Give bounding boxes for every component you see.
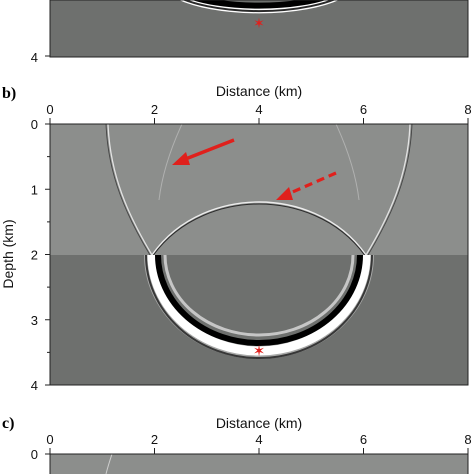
panel-c-x-ticks: 0 2 4 6 8 [46, 432, 472, 454]
panel-b-label: b) [2, 85, 16, 102]
panel-b-direct-wavefront-white [147, 254, 371, 356]
panel-b-dashed-arrow-shaft [287, 171, 337, 196]
panel-b-x-tick-label: 4 [255, 102, 262, 117]
panel-b-diffraction-left [107, 124, 153, 256]
panel-c-upper-layer [50, 454, 468, 474]
panel-b-faint-arc-right [335, 124, 360, 201]
panel-b-direct-wavefront-outer [145, 254, 373, 359]
panel-b-y-tick-label: 4 [31, 378, 38, 393]
panel-b-y-axis-title: Depth (km) [0, 219, 16, 288]
panel-c-x-axis-title: Distance (km) [216, 415, 302, 431]
panel-b-y-tick-label: 3 [31, 313, 38, 328]
panel-c-x-tick-label: 0 [46, 432, 53, 447]
panel-b-x-ticks: 0 2 4 6 8 [46, 102, 472, 124]
panel-c-x-tick-label: 2 [151, 432, 158, 447]
panel-b-faint-arc-left [158, 124, 183, 201]
panel-b-diffraction-left-dark [105, 124, 151, 256]
panel-b-x-axis-title: Distance (km) [216, 83, 302, 99]
panel-b-direct-wavefront-inner [163, 254, 355, 337]
panel-b-solid-arrow-head [172, 152, 190, 165]
panel-c-x-tick-label: 8 [464, 432, 471, 447]
panel-c-y-tick-label: 0 [31, 447, 38, 462]
panel-b-y-tick-label: 1 [31, 182, 38, 197]
panel-b-x-tick-label: 0 [46, 102, 53, 117]
panel-b-y-tick-label: 2 [31, 248, 38, 263]
panel-b-diffraction-right [365, 124, 411, 256]
panel-c-x-tick-label: 4 [255, 432, 262, 447]
panel-c-label: c) [2, 415, 14, 432]
panel-b-transmitted-arc [151, 201, 367, 256]
panel-a-y-tick-label: 4 [31, 50, 38, 65]
panel-b-upper-layer [50, 124, 468, 255]
panel-b-source-star: ✶ [253, 343, 266, 360]
panel-b-solid-arrow-shaft [182, 138, 235, 162]
panel-b-dashed-arrow-head [276, 187, 293, 200]
panel-c-faint-arc [105, 454, 113, 474]
panel-b-x-tick-label: 2 [151, 102, 158, 117]
panel-c: c) Distance (km) 0 2 4 6 8 0 [2, 415, 472, 474]
panel-b-lower-layer [50, 255, 468, 385]
panel-a: ✶ 4 [31, 0, 469, 65]
panel-b-direct-wavefront-black [155, 254, 363, 346]
panel-a-frame [49, 0, 469, 58]
panel-b-y-ticks: 0 1 2 3 4 [31, 117, 50, 393]
panel-c-x-tick-label: 6 [360, 432, 367, 447]
panel-b: b) Distance (km) 0 2 4 6 8 ✶ [0, 83, 472, 393]
panel-a-source-star: ✶ [253, 15, 265, 31]
panel-c-frame [49, 453, 469, 474]
panel-b-x-tick-label: 8 [464, 102, 471, 117]
panel-b-transmitted-arc-dark [151, 203, 367, 258]
panel-a-wavefront-dark [192, 0, 326, 9]
panel-b-y-tick-label: 0 [31, 117, 38, 132]
panel-b-diffraction-right-dark [367, 124, 413, 256]
panel-a-wavefront-outer [182, 0, 336, 13]
panel-b-x-tick-label: 6 [360, 102, 367, 117]
